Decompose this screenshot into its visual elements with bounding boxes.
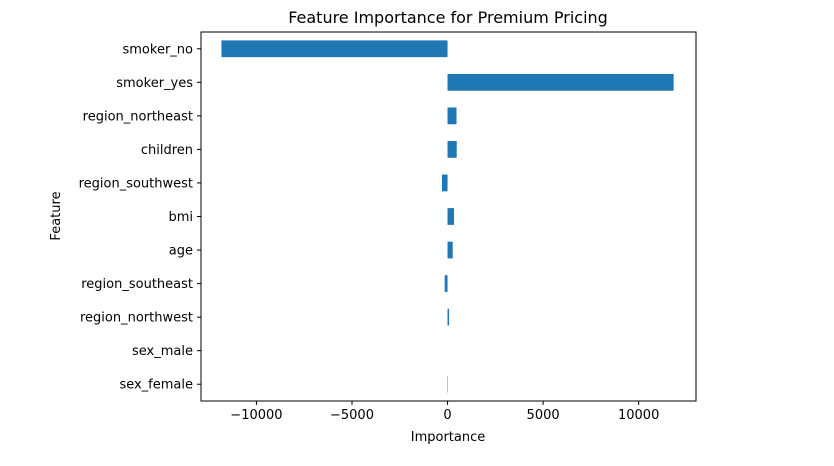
y-axis-title: Feature	[49, 191, 64, 240]
bar-region-southwest	[442, 174, 448, 192]
y-tick-label: region_southwest	[79, 176, 193, 191]
bar-children	[447, 141, 457, 158]
y-tick-label: region_northwest	[80, 311, 193, 326]
y-tick-label: sex_female	[119, 378, 193, 393]
bar-smoker-no	[221, 40, 448, 58]
y-tick-label: region_southeast	[81, 277, 193, 292]
bar-age	[447, 241, 453, 259]
bar-region-northeast	[447, 107, 457, 125]
y-tick-label: bmi	[168, 210, 193, 225]
x-tick-label: 5000	[527, 408, 560, 423]
x-ticks-group: −10000 −5000 0 5000 10000	[230, 401, 659, 423]
x-tick-label: −10000	[230, 408, 282, 423]
x-tick-label: −5000	[330, 408, 374, 423]
y-tick-label: children	[141, 143, 193, 158]
bar-smoker-yes	[447, 73, 674, 91]
chart-title: Feature Importance for Premium Pricing	[288, 8, 608, 27]
bar-region-southeast	[444, 275, 448, 292]
x-tick-label: 0	[443, 408, 451, 423]
bar-region-northwest	[447, 308, 450, 326]
bars-group	[221, 40, 674, 393]
y-tick-label: smoker_yes	[116, 76, 193, 91]
plot-frame	[200, 31, 697, 402]
y-tick-label: region_northeast	[83, 109, 193, 124]
y-ticks-group: sex_female sex_male region_northwest region…	[79, 42, 201, 393]
bar-bmi	[447, 208, 455, 225]
y-tick-label: smoker_no	[123, 42, 194, 57]
x-axis-title: Importance	[411, 430, 486, 445]
y-tick-label: age	[169, 244, 193, 259]
x-tick-label: 10000	[618, 408, 659, 423]
y-tick-label: sex_male	[132, 344, 193, 359]
